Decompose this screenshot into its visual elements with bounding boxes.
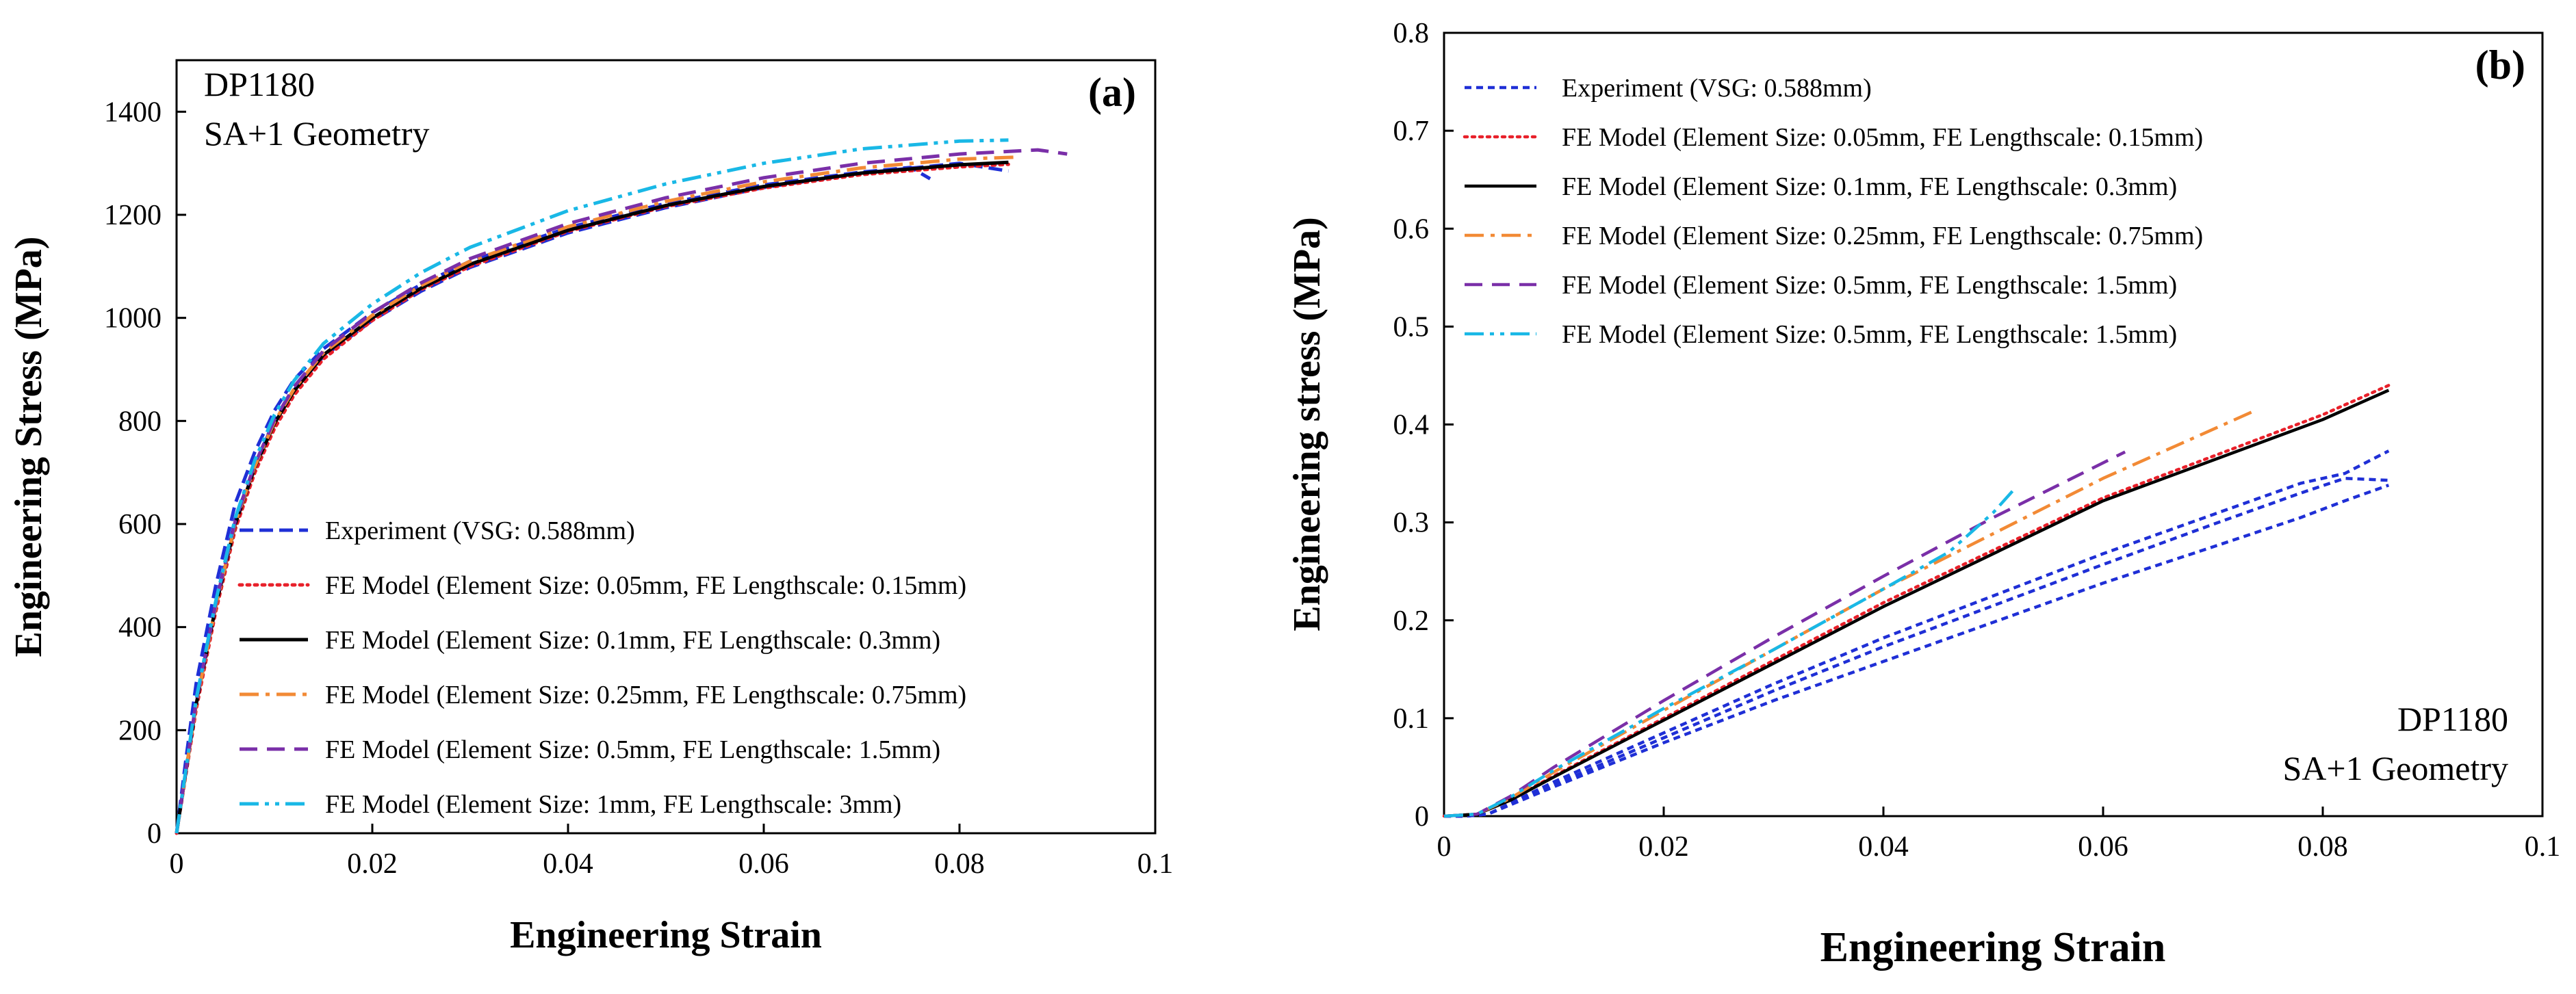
legend-entry: Experiment (VSG: 0.588mm)	[1562, 74, 1872, 103]
x-tick-label: 0.02	[1638, 831, 1689, 863]
legend-entry: FE Model (Element Size: 0.5mm, FE Length…	[1562, 271, 2177, 300]
y-tick-label: 0.5	[1393, 311, 1430, 343]
y-tick-label: 0.8	[1393, 18, 1430, 49]
y-tick-label: 0.2	[1393, 605, 1430, 637]
chart-panel-b: 0 0.02 0.04 0.06 0.08 0.1 0 0.1 0.2 0.3 0.4 0.5 0.6 0…	[1286, 18, 2560, 971]
legend-entry: FE Model (Element Size: 0.25mm, FE Lengt…	[325, 681, 966, 709]
y-tick-label: 800	[118, 406, 162, 437]
series-line	[1443, 450, 2126, 818]
y-tick-label: 1200	[104, 200, 162, 231]
series-line	[175, 162, 1010, 835]
x-tick-label: 0.1	[2525, 831, 2561, 863]
series-line	[175, 138, 1009, 834]
series-line	[175, 155, 1018, 834]
legend-entry: FE Model (Element Size: 0.05mm, FE Lengt…	[325, 571, 966, 600]
x-tick-label: 0.06	[738, 848, 789, 880]
series-line	[1443, 408, 2258, 818]
y-tick-label: 200	[118, 715, 162, 746]
y-tick-label: 600	[118, 509, 162, 540]
y-axis-title-a: Engineering Stress (MPa)	[8, 237, 50, 657]
x-tick-label: 0.08	[2297, 831, 2348, 863]
x-tick-label: 0.1	[1137, 848, 1174, 880]
y-tick-label: 0.4	[1393, 410, 1430, 441]
series-line	[1442, 384, 2391, 818]
legend-b: Experiment (VSG: 0.588mm) FE Model (Eleme…	[1463, 74, 2203, 349]
x-tick-label: 0.02	[347, 848, 398, 880]
series-line	[1444, 476, 2389, 818]
series-line	[175, 161, 1009, 834]
y-tick-label: 0	[147, 818, 162, 850]
plot-area-a	[175, 59, 1157, 835]
y-axis-title-b: Engineering stress (MPa)	[1286, 217, 1328, 631]
panel-label-b: (b)	[2475, 42, 2525, 88]
series-line	[175, 160, 1009, 834]
series-line	[1444, 484, 2390, 818]
y-tick-label: 0.7	[1393, 116, 1430, 147]
axis-ticks-b: 0 0.02 0.04 0.06 0.08 0.1 0 0.1 0.2 0.3 0.4 0.5 0.6 0…	[1393, 18, 2561, 863]
x-tick-label: 0	[170, 848, 184, 880]
annotation-line1-a: DP1180	[204, 65, 315, 103]
annotation-line1-b: DP1180	[2397, 700, 2508, 738]
series-line	[1443, 389, 2390, 818]
series-line	[1443, 486, 2017, 818]
legend-entry: FE Model (Element Size: 0.1mm, FE Length…	[1562, 172, 2177, 201]
y-tick-label: 400	[118, 612, 162, 644]
annotation-line2-b: SA+1 Geometry	[2282, 749, 2508, 787]
x-axis-title-b: Engineering Strain	[1820, 924, 2166, 971]
y-tick-label: 1000	[104, 303, 162, 335]
legend-entry: FE Model (Element Size: 0.1mm, FE Length…	[325, 626, 940, 655]
legend-entry: FE Model (Element Size: 0.5mm, FE Length…	[1562, 320, 2177, 349]
y-tick-label: 0.3	[1393, 508, 1430, 539]
series-line	[175, 166, 931, 834]
annotation-line2-a: SA+1 Geometry	[204, 114, 430, 153]
y-tick-label: 0.1	[1393, 703, 1430, 735]
legend-entry: FE Model (Element Size: 0.05mm, FE Lengt…	[1562, 123, 2203, 152]
series-line	[175, 148, 1068, 834]
legend-entry: FE Model (Element Size: 0.5mm, FE Length…	[325, 735, 940, 764]
axis-ticks-a: 0 0.02 0.04 0.06 0.08 0.1 0 200 400 600 800 1000 120…	[104, 96, 1173, 880]
legend-entry: Experiment (VSG: 0.588mm)	[325, 516, 635, 545]
y-tick-label: 0.6	[1393, 213, 1430, 245]
legend-entry: FE Model (Element Size: 0.25mm, FE Lengt…	[1562, 222, 2203, 250]
legend-a: Experiment (VSG: 0.588mm) FE Model (Eleme…	[237, 516, 966, 819]
y-tick-label: 1400	[104, 96, 162, 128]
x-tick-label: 0.04	[543, 848, 593, 880]
legend-entry: FE Model (Element Size: 1mm, FE Lengthsc…	[325, 790, 901, 819]
x-tick-label: 0.04	[1858, 831, 1909, 863]
chart-panel-a: 0 0.02 0.04 0.06 0.08 0.1 0 200 400 600 800 1000 120…	[8, 59, 1173, 956]
panel-label-a: (a)	[1088, 70, 1136, 115]
x-tick-label: 0	[1437, 831, 1452, 863]
x-tick-label: 0.06	[2078, 831, 2128, 863]
x-axis-title-a: Engineering Strain	[510, 914, 822, 956]
y-tick-label: 0	[1415, 801, 1429, 833]
series-group-b	[1442, 384, 2391, 818]
series-line	[1444, 449, 2390, 818]
series-group-a	[175, 138, 1068, 835]
x-tick-label: 0.08	[934, 848, 985, 880]
